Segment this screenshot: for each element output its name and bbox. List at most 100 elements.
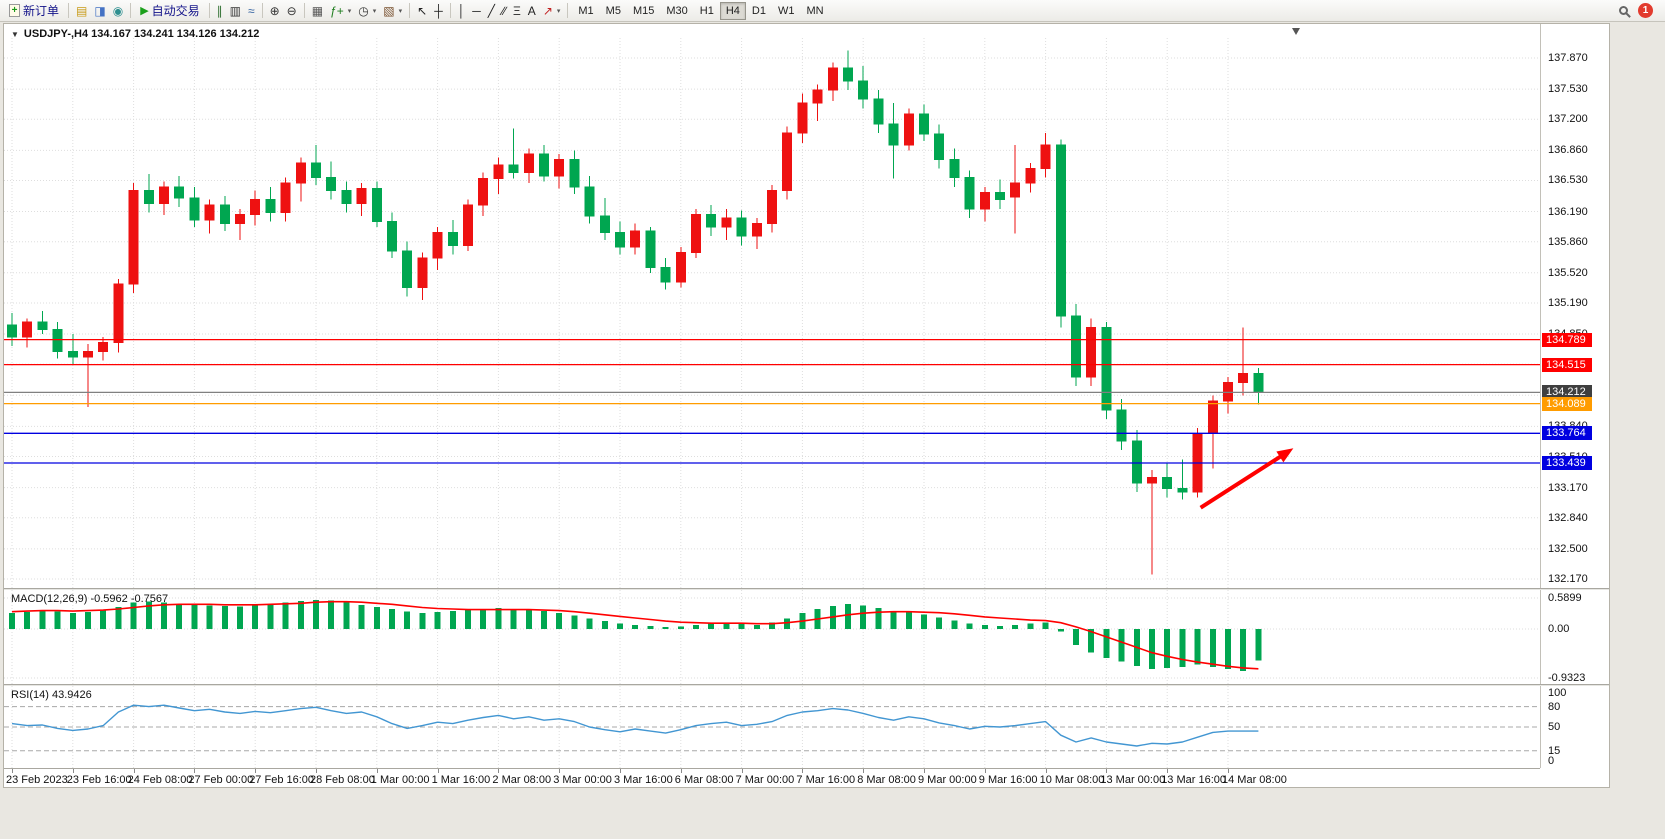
timeframe-d1[interactable]: D1	[751, 4, 766, 17]
candle	[204, 199, 215, 234]
candle	[827, 62, 838, 101]
price-tag-134.089: 134.089	[1542, 396, 1592, 411]
dropdown-caret-icon: ▾	[556, 7, 561, 15]
timeframe-mn[interactable]: MN	[806, 4, 824, 17]
horizontal-line-icon[interactable]: ─	[469, 1, 484, 20]
time-axis-tick	[1045, 769, 1047, 773]
time-axis-tick	[316, 769, 317, 773]
panel-separator-highlight	[4, 589, 1609, 590]
time-axis-tick	[255, 769, 257, 773]
candlestick-chart-icon: ▥	[229, 3, 242, 18]
candle	[493, 157, 504, 195]
candle	[1116, 398, 1127, 451]
candle	[797, 93, 808, 144]
rsi-axis-label: 80	[1548, 700, 1561, 713]
fibonacci-icon[interactable]: Ξ	[510, 1, 524, 20]
time-axis-tick	[376, 769, 378, 773]
search-icon[interactable]	[1619, 6, 1628, 15]
zoom-in-icon[interactable]: ⊕	[267, 1, 283, 20]
candle	[721, 208, 732, 240]
time-axis-tick	[620, 769, 621, 773]
trend-arrow-annotation[interactable]	[1199, 448, 1294, 510]
time-label: 2 Mar 08:00	[492, 774, 552, 786]
tile-windows-icon[interactable]: ▦	[309, 1, 326, 20]
toolbar-separator	[567, 3, 569, 18]
candle	[7, 313, 17, 346]
main-chart[interactable]	[4, 24, 1540, 588]
price-axis-label: 136.860	[1548, 144, 1588, 157]
candle	[311, 144, 321, 186]
candlestick-chart-icon[interactable]: ▥	[227, 1, 244, 20]
zoom-out-icon[interactable]: ⊖	[284, 1, 300, 20]
dropdown-caret-icon: ▾	[347, 7, 352, 15]
auto-trading-icon: ▶	[140, 5, 149, 17]
timeframe-h1[interactable]: H1	[699, 4, 714, 17]
candle	[1055, 139, 1066, 328]
rsi-label: RSI(14) 43.9426	[11, 689, 92, 701]
price-axis[interactable]: 137.870 137.530 137.200 136.860 136.530 136.1…	[1540, 24, 1609, 768]
text-icon[interactable]: A	[525, 1, 539, 20]
candle	[630, 223, 641, 255]
new-order-button[interactable]: + 新订单	[4, 1, 64, 20]
panel-separator[interactable]	[4, 684, 1609, 685]
macd-panel[interactable]	[4, 590, 1540, 684]
candle	[782, 126, 793, 200]
rsi-panel[interactable]	[4, 686, 1540, 768]
candle	[691, 208, 701, 259]
arrows-icon[interactable]: ↗ ▾	[540, 1, 564, 20]
templates-icon[interactable]: ▧ ▾	[380, 1, 405, 20]
candle	[128, 183, 139, 293]
zoom-in-icon: ⊕	[269, 3, 280, 18]
candle	[1147, 470, 1157, 575]
market-watch-icon[interactable]: ▤	[73, 1, 90, 20]
time-axis-tick	[437, 769, 439, 773]
timeframe-h4[interactable]: H4	[719, 1, 746, 20]
cursor-icon[interactable]: ↖	[414, 1, 430, 20]
price-axis-label: 137.870	[1548, 52, 1588, 64]
timeframe-w1[interactable]: W1	[777, 4, 795, 17]
auto-trading-button[interactable]: ▶ 自动交易	[135, 1, 204, 20]
navigator-icon[interactable]: ◉	[110, 1, 126, 20]
chart-shift-marker[interactable]	[1292, 28, 1300, 35]
bar-chart-icon[interactable]: ∥	[214, 1, 226, 20]
time-axis[interactable]: 23 Feb 2023 23 Feb 16:00 24 Feb 08:00 27 Fe…	[4, 769, 1540, 787]
vertical-line-icon[interactable]: │	[455, 1, 469, 20]
panel-separator-highlight	[4, 685, 1609, 686]
data-window-icon[interactable]: ◨	[91, 1, 108, 20]
timeframe-m1[interactable]: M1	[578, 4, 594, 17]
candle	[387, 212, 397, 259]
time-axis-tick	[559, 769, 561, 773]
indicators-icon[interactable]: ƒ+ ▾	[327, 1, 354, 20]
crosshair-icon[interactable]: ┼	[431, 1, 446, 20]
chart-window-marker-icon: ▼	[11, 29, 19, 39]
candle	[1040, 132, 1051, 178]
panel-separator[interactable]	[4, 588, 1609, 589]
toolbar: + 新订单 ▤ ◨ ◉ ▶ 自动交易 ∥ ▥ ≈ ⊕ ⊖ ▦ ƒ+ ▾ ◷ ▾ ▧ ▾ ↖ ┼ │ ─ ╱ ∕∕ Ξ A ↗…	[0, 0, 1665, 22]
chart-grid	[4, 38, 1540, 588]
timeframe-m5[interactable]: M5	[605, 4, 621, 17]
channel-icon[interactable]: ∕∕	[499, 1, 509, 20]
price-axis-label: 135.520	[1548, 266, 1588, 279]
candle	[235, 208, 245, 240]
toolbar-separator	[303, 3, 305, 18]
periods-icon[interactable]: ◷ ▾	[355, 1, 379, 20]
candle	[934, 124, 945, 169]
candle	[98, 336, 109, 361]
new-order-label: 新订单	[23, 4, 60, 18]
timeframe-m30[interactable]: M30	[666, 4, 688, 17]
candle	[432, 227, 443, 271]
trendline-icon[interactable]: ╱	[485, 1, 498, 20]
candle	[888, 102, 899, 179]
timeframe-m15[interactable]: M15	[632, 4, 655, 17]
candle	[523, 148, 534, 184]
candle	[1162, 462, 1173, 498]
macd-label: MACD(12,26,9) -0.5962 -0.7567	[11, 593, 169, 605]
cursor-icon: ↖	[417, 3, 428, 18]
dropdown-caret-icon: ▾	[398, 7, 403, 15]
macd-signal-line	[11, 600, 1259, 670]
time-label: 1 Mar 16:00	[431, 774, 491, 786]
line-chart-icon[interactable]: ≈	[245, 1, 258, 20]
price-tag-133.764: 133.764	[1542, 426, 1592, 441]
candle	[919, 104, 929, 142]
notification-badge[interactable]: 1	[1638, 3, 1653, 18]
